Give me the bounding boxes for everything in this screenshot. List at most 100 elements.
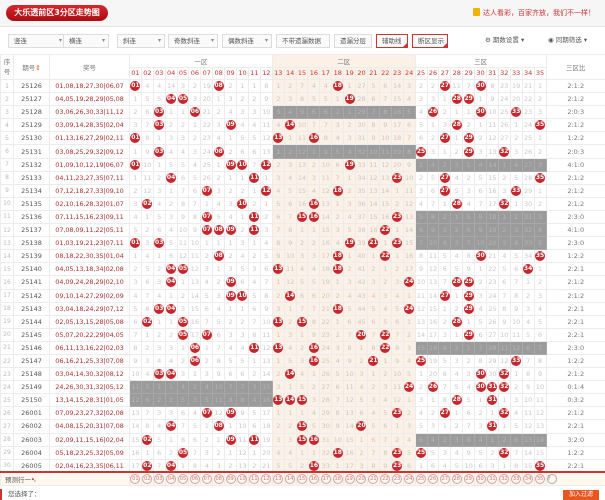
prediction-ball-06[interactable]: 06 bbox=[189, 474, 200, 485]
prediction-cell[interactable]: 30 bbox=[474, 471, 487, 486]
winning-ball-01: 01 bbox=[130, 238, 141, 249]
same-period-filter-button[interactable]: ◉ 同期筛选 ▾ bbox=[548, 36, 588, 44]
prediction-cell[interactable]: 21 bbox=[366, 471, 380, 486]
diagonal-link-select[interactable]: 斜连 ▾ bbox=[117, 34, 165, 48]
slogan-text: 达人看彩，百家齐放，我们不一样！ bbox=[483, 9, 595, 17]
prediction-cell[interactable]: 01 bbox=[129, 471, 142, 486]
omission-cell: 1 bbox=[164, 105, 178, 120]
omission-cell: 2 bbox=[188, 78, 202, 94]
sort-icon[interactable]: ↕ bbox=[35, 64, 41, 72]
prediction-ball-21[interactable]: 21 bbox=[368, 474, 379, 485]
prediction-cell[interactable]: 03 bbox=[152, 471, 166, 486]
prediction-ball-05[interactable]: 05 bbox=[178, 474, 188, 485]
prediction-ball-29[interactable]: 29 bbox=[463, 474, 474, 485]
prediction-cell[interactable]: 20 bbox=[355, 471, 368, 486]
prediction-ball-32[interactable]: 32 bbox=[499, 474, 510, 485]
prediction-ball-16[interactable]: 16 bbox=[308, 474, 319, 485]
prediction-ball-11[interactable]: 11 bbox=[249, 474, 260, 485]
prediction-ball-35[interactable]: 35 bbox=[535, 474, 546, 485]
omission-cell: 11 bbox=[414, 288, 428, 303]
prediction-cell[interactable]: 32 bbox=[497, 471, 511, 486]
prediction-cell[interactable]: 05 bbox=[176, 471, 190, 486]
prediction-cell[interactable]: 08 bbox=[212, 471, 226, 486]
omission-cell: 7 bbox=[390, 327, 404, 342]
prediction-cell[interactable]: 14 bbox=[283, 471, 297, 486]
prediction-cell[interactable]: 10 bbox=[236, 471, 249, 486]
prediction-ball-09[interactable]: 09 bbox=[225, 474, 236, 485]
issue-header[interactable]: 期号↕ bbox=[13, 54, 50, 80]
prediction-ball-10[interactable]: 10 bbox=[237, 474, 248, 485]
prediction-ball-34[interactable]: 34 bbox=[523, 474, 534, 485]
prediction-ball-30[interactable]: 30 bbox=[475, 474, 486, 485]
prediction-ball-28[interactable]: 28 bbox=[451, 474, 462, 485]
omission-cell: 28 bbox=[485, 340, 499, 355]
prediction-ball-01[interactable]: 01 bbox=[130, 474, 141, 485]
prediction-cell[interactable]: 26 bbox=[426, 471, 440, 486]
prediction-cell[interactable]: 33 bbox=[509, 471, 523, 486]
prediction-cell[interactable]: 19 bbox=[343, 471, 357, 486]
prediction-ball-07[interactable]: 07 bbox=[201, 474, 212, 485]
omission-cell: 1 bbox=[152, 157, 166, 172]
prediction-cell[interactable]: 11 bbox=[247, 471, 261, 486]
row-ratio: 2:0:3 bbox=[545, 144, 605, 159]
no-omission-button[interactable]: 不带遗漏数据 bbox=[276, 34, 330, 48]
break-zone-button[interactable]: 断区显示 bbox=[412, 34, 448, 48]
prediction-cell[interactable]: 17 bbox=[319, 471, 333, 486]
help-icon[interactable]: ? bbox=[545, 471, 605, 486]
prediction-cell[interactable]: 24 bbox=[402, 471, 416, 486]
prediction-ball-27[interactable]: 27 bbox=[439, 474, 450, 485]
omission-cell: 1 bbox=[152, 314, 166, 329]
even-diagonal-select[interactable]: 偶数斜连 ▾ bbox=[222, 34, 272, 48]
prediction-cell[interactable]: 35 bbox=[533, 471, 547, 486]
omission-cell: 6 bbox=[259, 262, 273, 277]
prediction-ball-24[interactable]: 24 bbox=[404, 474, 415, 485]
prediction-ball-20[interactable]: 20 bbox=[356, 474, 367, 485]
prediction-cell[interactable]: 29 bbox=[462, 471, 476, 486]
prediction-cell[interactable]: 25 bbox=[414, 471, 428, 486]
prediction-cell[interactable]: 27 bbox=[438, 471, 452, 486]
table-row: 20 25145 05,07,20,22,29|04,05 7 1 2 2 05 17 07 6 3 3… bbox=[0, 327, 605, 342]
omission-cell: 2 bbox=[474, 131, 487, 146]
omission-cell: 12 bbox=[378, 157, 392, 172]
prediction-ball-03[interactable]: 03 bbox=[154, 474, 165, 485]
prediction-ball-15[interactable]: 15 bbox=[297, 474, 307, 485]
prediction-cell[interactable]: 22 bbox=[378, 471, 392, 486]
prediction-ball-17[interactable]: 17 bbox=[320, 474, 331, 485]
prediction-cell[interactable]: 23 bbox=[390, 471, 404, 486]
prediction-ball-31[interactable]: 31 bbox=[487, 474, 498, 485]
guide-line-button[interactable]: 辅助线 bbox=[376, 34, 408, 48]
prediction-cell[interactable]: 34 bbox=[521, 471, 535, 486]
prediction-cell[interactable]: 09 bbox=[224, 471, 238, 486]
omission-layer-button[interactable]: 遗漏分层 bbox=[334, 34, 372, 48]
horizontal-link-select[interactable]: 横连 ▾ bbox=[63, 34, 109, 48]
prediction-cell[interactable]: 02 bbox=[140, 471, 154, 486]
prediction-ball-23[interactable]: 23 bbox=[392, 474, 403, 485]
prediction-ball-26[interactable]: 26 bbox=[428, 474, 438, 485]
add-filter-button[interactable]: 加入过滤 bbox=[562, 490, 599, 500]
prediction-cell[interactable]: 06 bbox=[188, 471, 202, 486]
prediction-cell[interactable]: 15 bbox=[295, 471, 309, 486]
prediction-ball-14[interactable]: 14 bbox=[285, 474, 296, 485]
prediction-ball-33[interactable]: 33 bbox=[511, 474, 522, 485]
prediction-ball-04[interactable]: 04 bbox=[166, 474, 177, 485]
vertical-link-select[interactable]: 竖连 ▾ bbox=[8, 34, 66, 48]
prediction-ball-25[interactable]: 25 bbox=[416, 474, 427, 485]
prediction-cell[interactable]: 28 bbox=[450, 471, 464, 486]
prediction-ball-12[interactable]: 12 bbox=[261, 474, 272, 485]
prediction-ball-19[interactable]: 19 bbox=[344, 474, 355, 485]
prediction-ball-18[interactable]: 18 bbox=[332, 474, 343, 485]
prediction-cell[interactable]: 18 bbox=[331, 471, 345, 486]
prediction-cell[interactable]: 13 bbox=[271, 471, 285, 486]
prediction-cell[interactable]: 07 bbox=[200, 471, 214, 486]
odd-diagonal-select[interactable]: 奇数斜连 ▾ bbox=[168, 34, 218, 48]
period-settings-button[interactable]: ⚙ 期数设置 ▾ bbox=[485, 36, 525, 44]
prediction-cell[interactable]: 04 bbox=[164, 471, 178, 486]
prediction-cell[interactable]: 16 bbox=[307, 471, 321, 486]
prediction-ball-13[interactable]: 13 bbox=[273, 474, 284, 485]
prediction-ball-02[interactable]: 02 bbox=[142, 474, 153, 485]
prediction-cell[interactable]: 12 bbox=[259, 471, 273, 486]
omission-cell: 5 bbox=[259, 249, 273, 264]
prediction-ball-08[interactable]: 08 bbox=[213, 474, 224, 485]
prediction-ball-22[interactable]: 22 bbox=[380, 474, 391, 485]
prediction-cell[interactable]: 31 bbox=[485, 471, 499, 486]
